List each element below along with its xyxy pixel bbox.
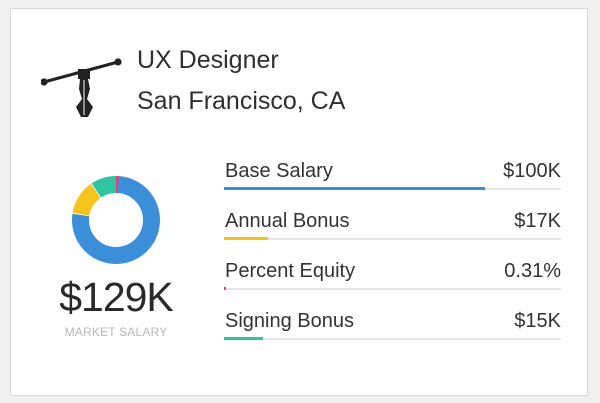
breakdown-row-base-salary: Base Salary $100K (224, 158, 561, 208)
signing-bonus-label: Signing Bonus (225, 310, 354, 332)
percent-equity-value: 0.31% (504, 260, 561, 282)
job-location: San Francisco, CA (137, 87, 346, 115)
job-title: UX Designer (137, 46, 279, 74)
annual-bonus-bar-track (224, 237, 561, 240)
base-salary-bar (224, 187, 486, 190)
percent-equity-label: Percent Equity (225, 260, 356, 282)
donut-segment-percent-equity (72, 176, 160, 264)
percent-equity-bar-track (224, 287, 561, 290)
annual-bonus-label: Annual Bonus (225, 210, 350, 232)
salary-donut-chart (72, 176, 160, 264)
annual-bonus-bar (224, 237, 268, 240)
market-salary-total: $129K (59, 274, 174, 320)
breakdown-row-signing-bonus: Signing Bonus $15K (224, 308, 561, 358)
breakdown-row-percent-equity: Percent Equity 0.31% (224, 258, 561, 308)
pen-nib-icon (41, 58, 122, 117)
salary-card: UX Designer San Francisco, CA $129K MARK… (10, 8, 588, 396)
base-salary-label: Base Salary (225, 160, 333, 182)
annual-bonus-value: $17K (514, 210, 561, 232)
signing-bonus-bar (224, 337, 263, 340)
base-salary-bar-track (224, 187, 561, 190)
percent-equity-bar (224, 287, 227, 290)
salary-breakdown: Base Salary $100K Annual Bonus $17K Perc… (224, 158, 561, 358)
base-salary-value: $100K (503, 160, 561, 182)
signing-bonus-bar-track (224, 337, 561, 340)
breakdown-row-annual-bonus: Annual Bonus $17K (224, 208, 561, 258)
signing-bonus-value: $15K (514, 310, 561, 332)
market-salary-label: MARKET SALARY (64, 325, 168, 339)
